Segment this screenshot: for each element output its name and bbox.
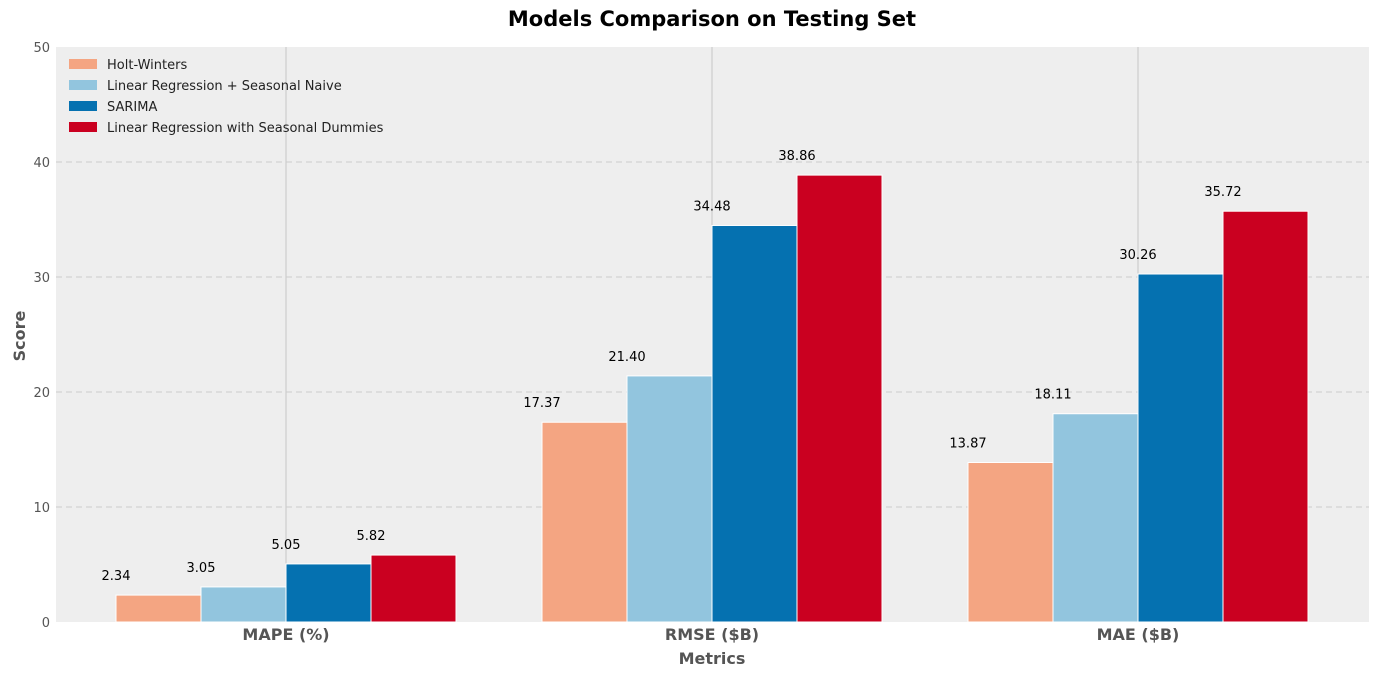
bar [711, 224, 798, 623]
y-tick-label: 30 [33, 271, 50, 286]
data-label: 3.05 [187, 561, 216, 576]
bar [200, 586, 287, 623]
y-tick-label: 50 [33, 41, 50, 56]
bar [626, 375, 713, 623]
bar [1137, 273, 1224, 623]
bar [541, 421, 628, 623]
data-label: 13.87 [949, 436, 986, 451]
y-tick-label: 40 [33, 156, 50, 171]
legend-swatch [69, 122, 97, 132]
y-tick-label: 10 [33, 501, 50, 516]
bar [1222, 210, 1309, 623]
y-axis-ticks: 0 10 20 30 40 50 [33, 41, 50, 631]
data-labels-group: 2.34 3.05 5.05 5.82 17.37 21.40 34.48 38.86 13.8… [102, 149, 1242, 584]
x-axis-ticks: MAPE (%) RMSE ($B) MAE ($B) [242, 625, 1179, 644]
legend: Holt-Winters Linear Regression + Seasonal… [69, 58, 384, 136]
x-axis-label: Metrics [679, 649, 746, 668]
bar [967, 461, 1054, 623]
bar [285, 563, 372, 623]
bar [796, 174, 883, 623]
data-label: 21.40 [608, 350, 645, 365]
legend-label: Holt-Winters [107, 58, 187, 73]
legend-swatch [69, 101, 97, 111]
data-label: 38.86 [778, 149, 815, 164]
x-tick-label: MAPE (%) [242, 625, 329, 644]
chart-title: Models Comparison on Testing Set [508, 7, 916, 31]
data-label: 18.11 [1034, 388, 1071, 403]
legend-label: SARIMA [107, 100, 157, 115]
data-label: 5.05 [272, 538, 301, 553]
y-axis-label: Score [10, 310, 29, 361]
bars-group [115, 174, 1309, 623]
x-tick-label: RMSE ($B) [665, 625, 759, 644]
bar [1052, 413, 1139, 623]
legend-label: Linear Regression with Seasonal Dummies [107, 121, 384, 136]
legend-swatch [69, 80, 97, 90]
y-tick-label: 0 [42, 616, 50, 631]
data-label: 34.48 [693, 199, 730, 214]
data-label: 35.72 [1204, 185, 1241, 200]
data-label: 2.34 [102, 569, 131, 584]
data-label: 5.82 [357, 529, 386, 544]
legend-swatch [69, 59, 97, 69]
data-label: 30.26 [1119, 248, 1156, 263]
y-tick-label: 20 [33, 386, 50, 401]
bar [370, 554, 457, 623]
x-tick-label: MAE ($B) [1097, 625, 1180, 644]
legend-label: Linear Regression + Seasonal Naive [107, 79, 342, 94]
data-label: 17.37 [523, 396, 560, 411]
bar [115, 594, 202, 623]
